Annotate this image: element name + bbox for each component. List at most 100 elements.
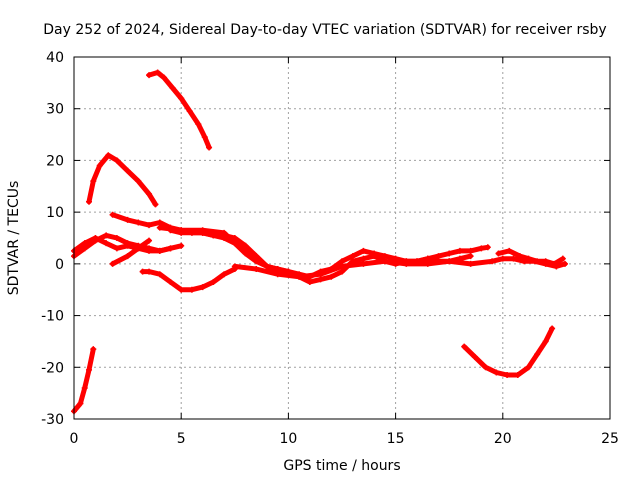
x-tick-label: 5 [177,431,186,447]
data-point [471,353,478,360]
series-line [461,326,555,378]
data-point [167,245,174,252]
series-arc-12 [495,247,566,267]
series-line [71,235,173,254]
data-point [146,237,153,244]
data-point [90,346,97,353]
data-point [274,271,281,278]
data-point [381,258,388,265]
data-point [461,343,468,350]
series-line [232,256,568,280]
data-point [146,191,153,198]
series-arc-1 [71,346,97,415]
series-arc-9 [139,266,238,293]
data-point [124,253,131,260]
data-point [195,121,202,128]
data-point [113,235,120,241]
data-point [206,144,213,151]
data-point [124,242,131,249]
data-point [103,232,110,239]
data-point [178,227,185,234]
data-point [506,247,513,254]
data-point [446,250,453,257]
data-point [328,273,335,280]
data-point [424,255,431,262]
data-point [424,260,431,267]
data-point [156,247,163,254]
data-point [135,178,142,185]
y-tick-label: 0 [55,257,64,273]
data-point [534,258,541,265]
data-point [135,245,142,252]
data-point [146,268,153,275]
data-point [124,216,131,223]
data-point [105,152,112,159]
data-point [360,255,367,262]
y-tick-label: -30 [41,412,64,428]
data-point [349,253,356,260]
data-point [263,263,270,270]
data-point [221,229,228,236]
data-point [306,278,313,285]
data-point [178,242,185,249]
data-point [253,258,260,265]
data-point [514,372,521,379]
data-point [86,198,93,205]
data-point [188,286,195,293]
y-tick-label: 40 [46,50,64,66]
data-point [96,162,103,169]
data-point [549,325,556,332]
data-point [86,366,93,373]
data-point [478,245,485,252]
data-point [109,260,116,267]
data-point [317,276,324,283]
chart-title: Day 252 of 2024, Sidereal Day-to-day VTE… [43,22,606,38]
data-point [231,263,238,270]
data-point [542,258,549,265]
data-point [124,167,131,174]
data-point [339,258,345,265]
data-point [482,364,489,371]
data-point [201,134,208,141]
data-point [186,108,193,115]
data-point [467,247,474,254]
data-point [156,219,163,226]
data-point [467,260,474,267]
data-point [516,253,523,260]
data-point [484,244,491,251]
data-point [103,240,110,247]
data-point [489,258,496,265]
data-point [542,338,549,345]
y-tick-label: 20 [46,153,64,169]
y-tick-label: -20 [41,360,64,376]
data-point [81,245,88,252]
x-tick-label: 0 [70,431,79,447]
data-point [152,201,159,208]
data-point [81,384,88,391]
series-arc-7 [167,227,491,285]
series-arc-2 [86,152,159,208]
data-point [551,260,558,267]
data-point [77,400,84,407]
y-tick-label: -10 [41,309,64,325]
data-point [199,227,206,234]
data-point [210,278,217,285]
data-point [178,286,185,293]
data-point [499,255,506,262]
y-tick-label: 30 [46,102,64,118]
data-point [456,247,463,254]
data-point [525,255,532,262]
series-arc-3 [146,69,213,151]
series-arc-13 [461,325,556,379]
axis-ticks: -30 -20 -10 0 10 20 30 40 0 5 10 15 20 25 [41,50,619,447]
data-point [467,253,474,260]
data-point [81,240,88,247]
data-point [146,247,153,254]
series-arc-5 [71,235,174,254]
data-point [525,364,532,371]
data-point [360,260,367,267]
grid-lines [74,57,610,419]
data-point [146,72,153,79]
data-point [339,263,345,270]
